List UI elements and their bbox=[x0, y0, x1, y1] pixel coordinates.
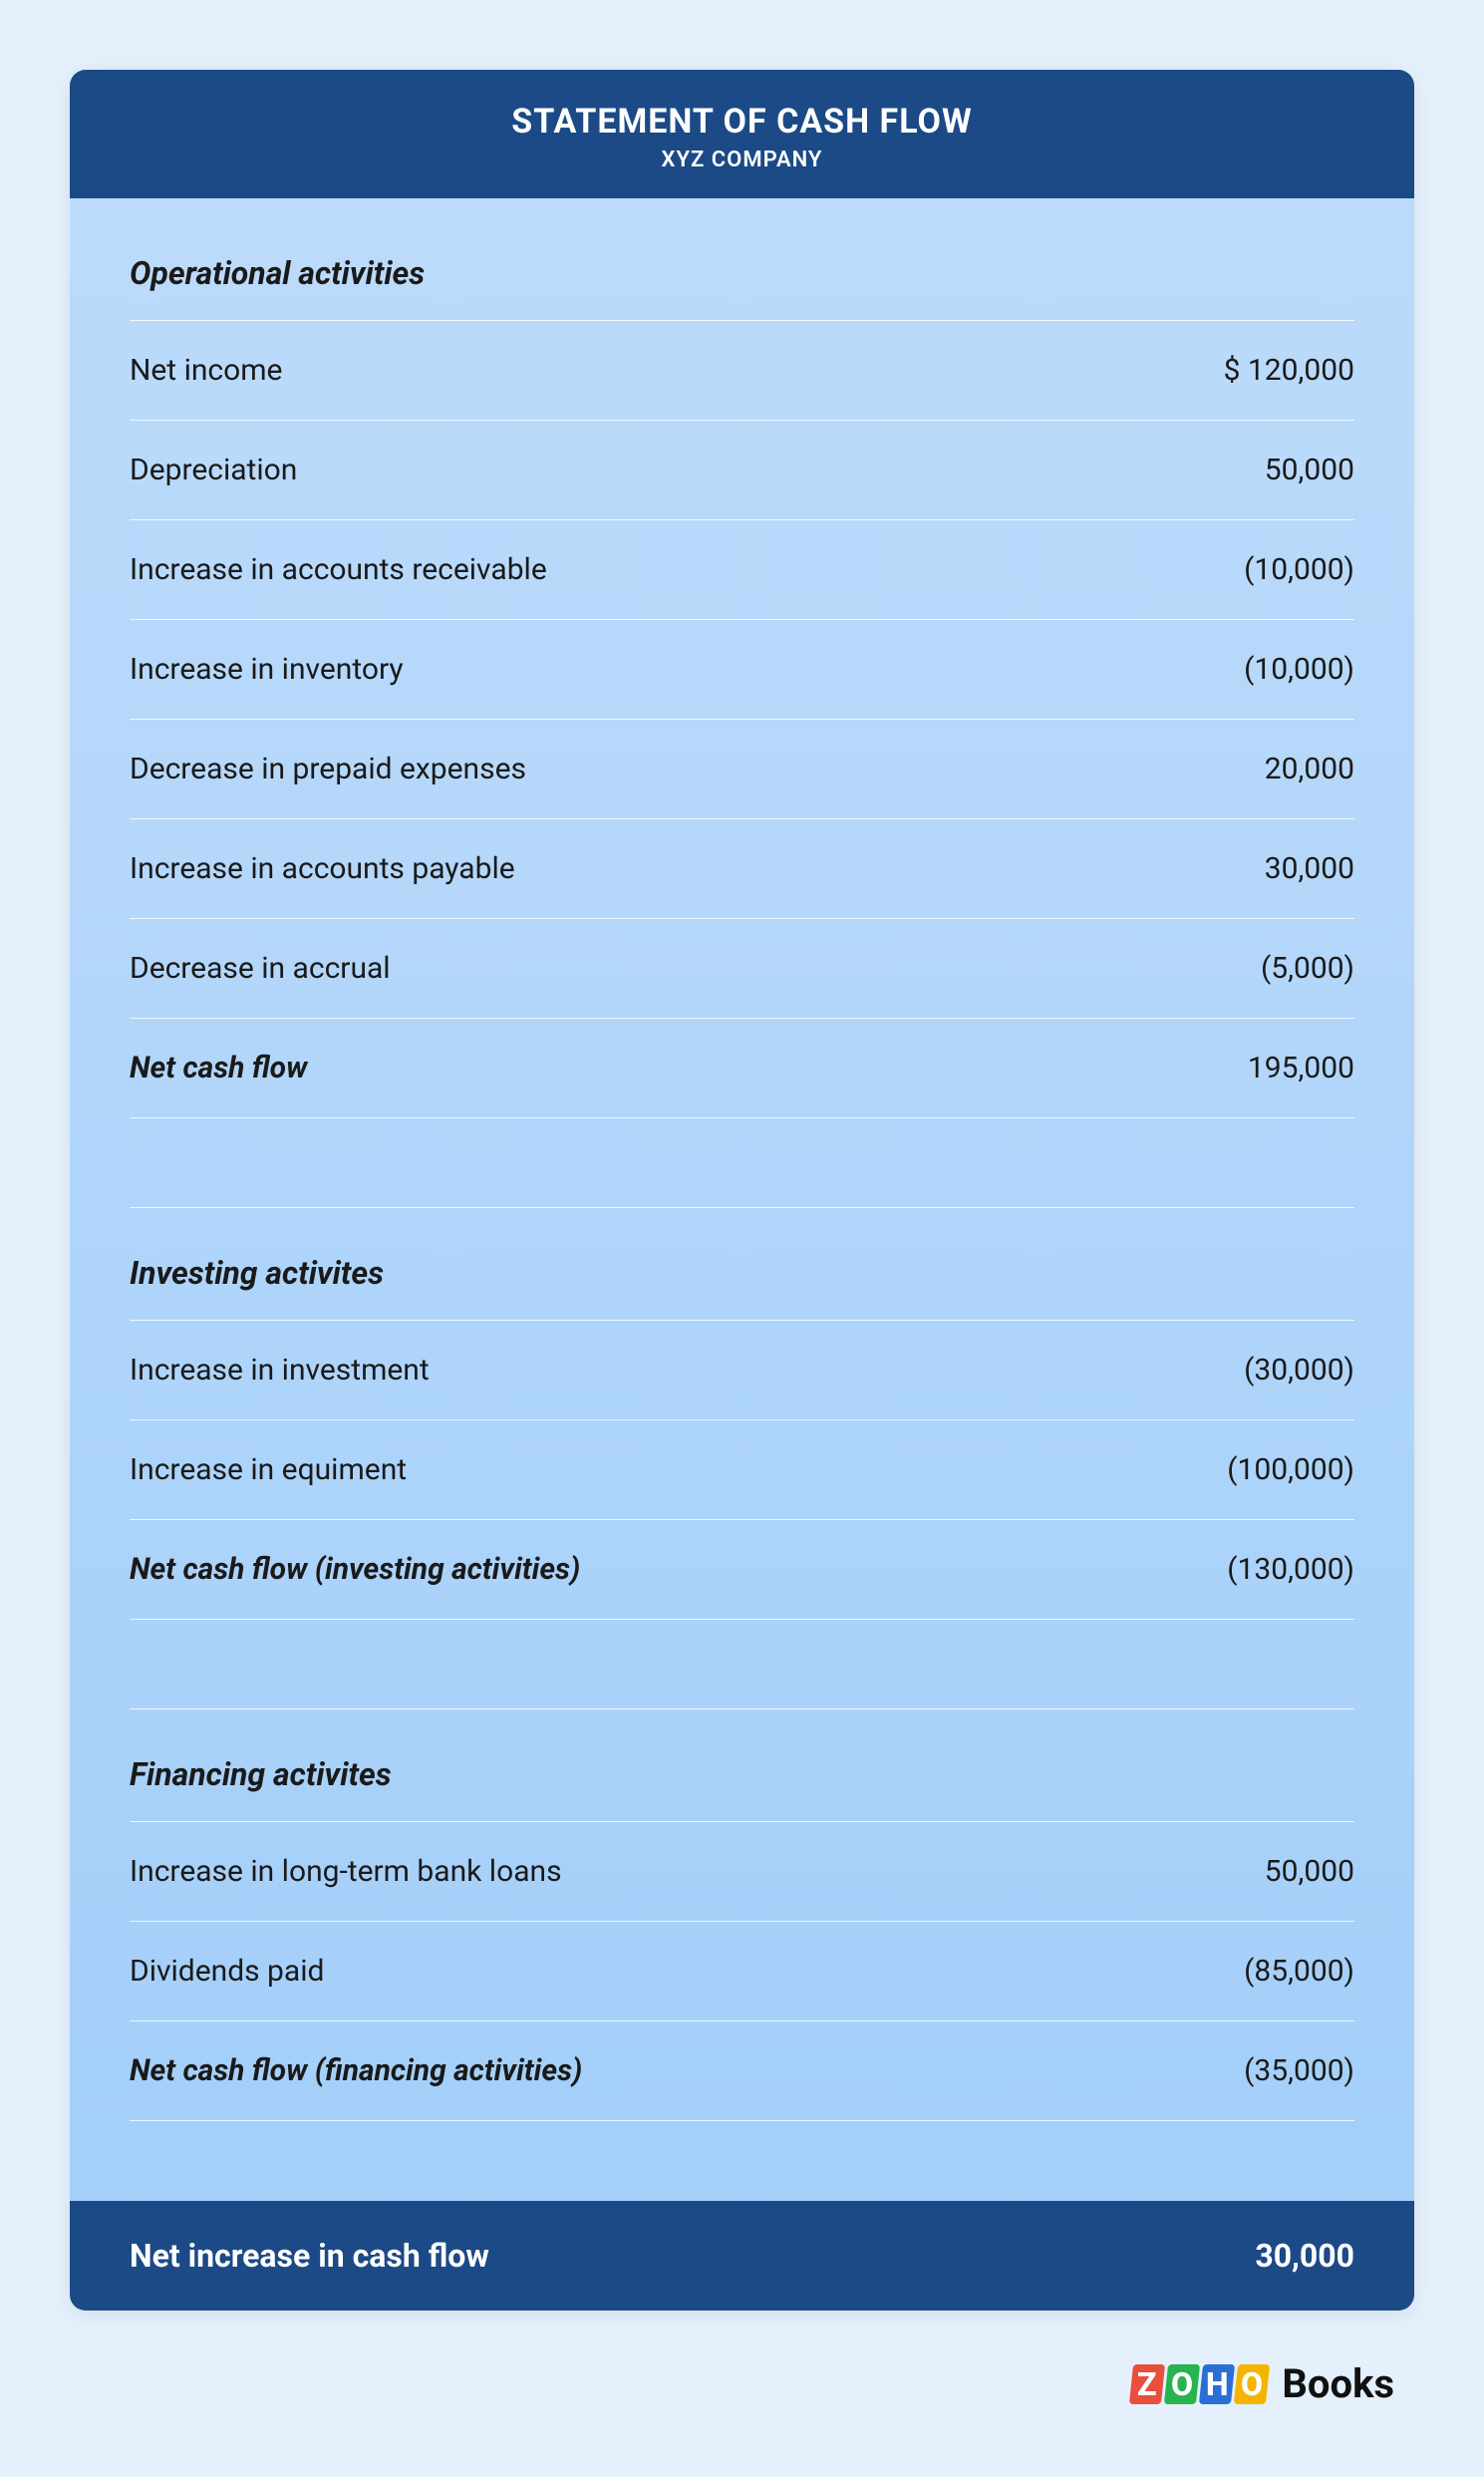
card-footer: Net increase in cash flow 30,000 bbox=[70, 2201, 1414, 2311]
row-value: (5,000) bbox=[1221, 951, 1354, 986]
row-label: Net cash flow (investing activities) bbox=[130, 1552, 1187, 1587]
row-value: 50,000 bbox=[1225, 453, 1354, 487]
table-row-total: Net cash flow 195,000 bbox=[130, 1019, 1354, 1118]
table-row: Decrease in prepaid expenses 20,000 bbox=[130, 720, 1354, 819]
section-gap bbox=[130, 1118, 1354, 1208]
row-label: Dividends paid bbox=[130, 1954, 1204, 1989]
section-heading-investing: Investing activites bbox=[130, 1208, 1354, 1321]
table-row: Increase in investment (30,000) bbox=[130, 1321, 1354, 1420]
row-value: (130,000) bbox=[1187, 1552, 1354, 1587]
row-value: (85,000) bbox=[1204, 1954, 1354, 1989]
zoho-letter-z: Z bbox=[1129, 2364, 1165, 2404]
table-row: Net income $ 120,000 bbox=[130, 321, 1354, 421]
row-value: 195,000 bbox=[1208, 1051, 1354, 1085]
row-value: (10,000) bbox=[1204, 552, 1354, 587]
row-label: Increase in inventory bbox=[130, 652, 1204, 687]
table-row: Increase in long-term bank loans 50,000 bbox=[130, 1822, 1354, 1922]
table-row: Increase in inventory (10,000) bbox=[130, 620, 1354, 720]
row-label: Increase in long-term bank loans bbox=[130, 1854, 1225, 1889]
zoho-letter-o: O bbox=[1164, 2364, 1200, 2404]
row-label: Depreciation bbox=[130, 453, 1225, 487]
table-row: Increase in equiment (100,000) bbox=[130, 1420, 1354, 1520]
table-row: Increase in accounts payable 30,000 bbox=[130, 819, 1354, 919]
row-label: Decrease in prepaid expenses bbox=[130, 752, 1225, 786]
row-label: Increase in accounts payable bbox=[130, 851, 1225, 886]
row-value: (30,000) bbox=[1204, 1353, 1354, 1388]
section-gap bbox=[130, 1620, 1354, 1709]
row-value: 30,000 bbox=[1225, 851, 1354, 886]
brand-footer: Z O H O Books bbox=[70, 2360, 1414, 2407]
statement-subtitle: XYZ COMPANY bbox=[90, 148, 1394, 172]
card-header: STATEMENT OF CASH FLOW XYZ COMPANY bbox=[70, 70, 1414, 198]
table-row: Increase in accounts receivable (10,000) bbox=[130, 520, 1354, 620]
brand-product: Books bbox=[1282, 2360, 1394, 2407]
row-value: (10,000) bbox=[1204, 652, 1354, 687]
table-row: Decrease in accrual (5,000) bbox=[130, 919, 1354, 1019]
cash-flow-card: STATEMENT OF CASH FLOW XYZ COMPANY Opera… bbox=[70, 70, 1414, 2311]
row-value: 20,000 bbox=[1225, 752, 1354, 786]
statement-title: STATEMENT OF CASH FLOW bbox=[90, 102, 1394, 142]
row-label: Net cash flow bbox=[130, 1051, 1208, 1085]
footer-value: 30,000 bbox=[1255, 2237, 1354, 2275]
row-label: Net cash flow (financing activities) bbox=[130, 2053, 1204, 2088]
zoho-letter-h: H bbox=[1199, 2364, 1235, 2404]
table-row-total: Net cash flow (financing activities) (35… bbox=[130, 2021, 1354, 2121]
footer-label: Net increase in cash flow bbox=[130, 2237, 489, 2275]
row-label: Increase in equiment bbox=[130, 1452, 1187, 1487]
table-row: Dividends paid (85,000) bbox=[130, 1922, 1354, 2021]
row-label: Net income bbox=[130, 353, 1184, 388]
zoho-letter-o2: O bbox=[1234, 2364, 1270, 2404]
section-heading-operational: Operational activities bbox=[130, 208, 1354, 321]
row-label: Decrease in accrual bbox=[130, 951, 1221, 986]
table-row-total: Net cash flow (investing activities) (13… bbox=[130, 1520, 1354, 1620]
row-label: Increase in accounts receivable bbox=[130, 552, 1204, 587]
row-value: 50,000 bbox=[1225, 1854, 1354, 1889]
row-value: $ 120,000 bbox=[1184, 353, 1354, 388]
card-body: Operational activities Net income $ 120,… bbox=[70, 198, 1414, 2201]
row-label: Increase in investment bbox=[130, 1353, 1204, 1388]
section-heading-financing: Financing activites bbox=[130, 1709, 1354, 1822]
table-row: Depreciation 50,000 bbox=[130, 421, 1354, 520]
zoho-logo: Z O H O bbox=[1131, 2364, 1268, 2404]
row-value: (35,000) bbox=[1204, 2053, 1354, 2088]
row-value: (100,000) bbox=[1187, 1452, 1354, 1487]
